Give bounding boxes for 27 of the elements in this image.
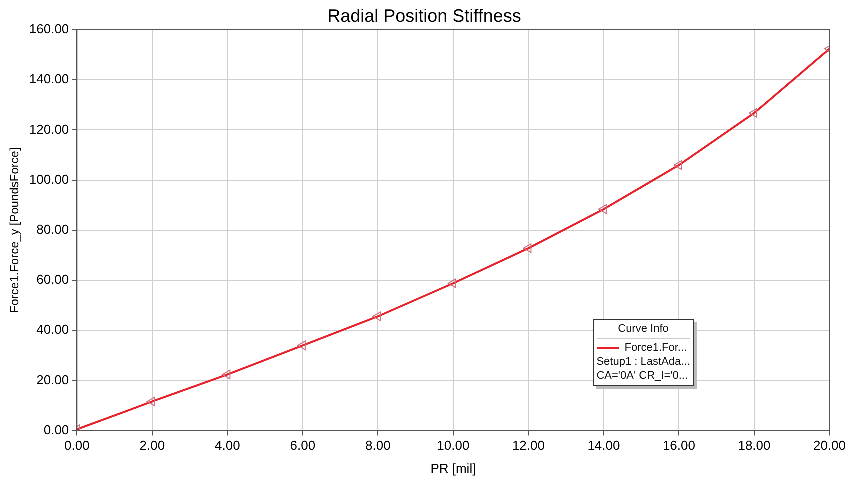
y-tick-label: 140.00 xyxy=(29,72,70,87)
x-tick-label: 10.00 xyxy=(437,438,470,454)
x-tick-label: 4.00 xyxy=(215,438,240,454)
chart-title: Radial Position Stiffness xyxy=(328,6,522,26)
y-tick-label: 40.00 xyxy=(36,322,70,338)
y-axis-title: Force1.Force_y [PoundsForce] xyxy=(8,148,22,314)
annotation: CA='0A' CR_I='0... xyxy=(596,370,690,382)
legend-label: Force1.For... xyxy=(624,342,688,354)
y-tick-label: 60.00 xyxy=(36,272,70,288)
y-tick-label: 20.00 xyxy=(36,372,70,388)
x-tick-label: 18.00 xyxy=(738,438,771,454)
y-tick-label: 160.00 xyxy=(29,22,70,37)
y-tick-label: 80.00 xyxy=(36,222,70,237)
y-tick-label: 120.00 xyxy=(29,122,70,137)
legend-title: Curve Info xyxy=(596,320,690,339)
x-tick-label: 8.00 xyxy=(366,438,391,454)
x-tick-label: 12.00 xyxy=(512,438,545,454)
x-tick-label: 14.00 xyxy=(588,438,620,454)
x-tick-label: 6.00 xyxy=(290,438,316,454)
annotation: Setup1 : LastAda... xyxy=(596,356,690,368)
y-tick-label: 0.00 xyxy=(44,422,70,438)
x-tick-label: 0.00 xyxy=(64,438,90,454)
x-tick-label: 16.00 xyxy=(662,438,696,454)
x-tick-label: 2.00 xyxy=(140,438,166,454)
x-tick-label: 20.00 xyxy=(813,438,846,454)
x-axis-title: PR [mil] xyxy=(430,460,476,476)
y-tick-label: 100.00 xyxy=(29,172,70,187)
